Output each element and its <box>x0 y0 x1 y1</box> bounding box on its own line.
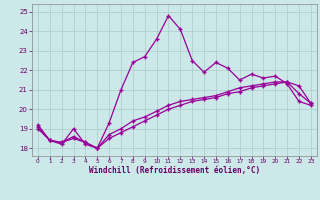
X-axis label: Windchill (Refroidissement éolien,°C): Windchill (Refroidissement éolien,°C) <box>89 166 260 175</box>
